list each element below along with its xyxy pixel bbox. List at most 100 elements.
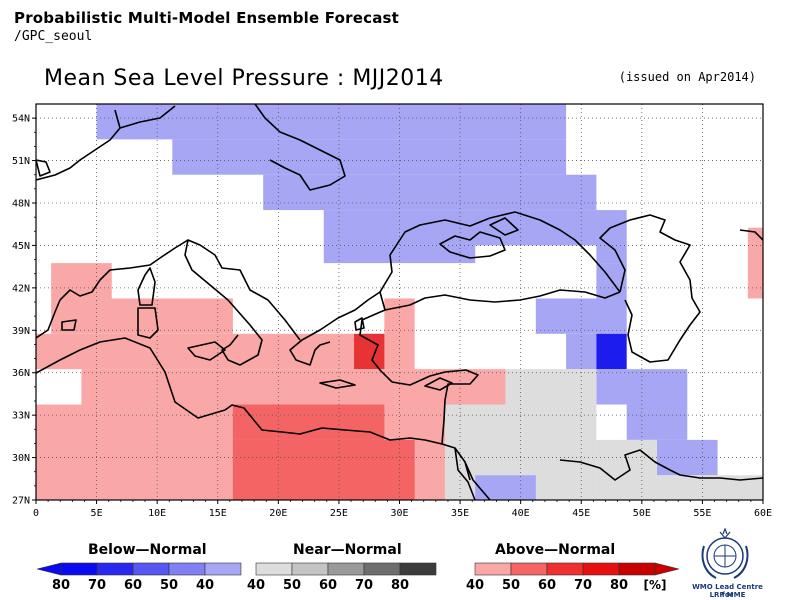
coast-black-sea	[379, 211, 621, 311]
legend-swatch	[327, 562, 365, 576]
legend-swatch	[168, 562, 206, 576]
coast-balkans-italy	[289, 291, 381, 366]
prob-cell-below-40	[323, 210, 627, 246]
prob-cell-below-80	[596, 333, 627, 370]
legend-swatch	[510, 562, 548, 576]
prob-cell-below-40	[96, 104, 567, 140]
prob-cell-below-40	[475, 475, 536, 500]
coast-crete	[319, 379, 356, 389]
lat-tick-label: 36N	[12, 368, 30, 379]
legend-swatch	[291, 562, 329, 576]
lat-tick-label: 54N	[12, 114, 30, 125]
lon-tick-label: 15E	[209, 508, 227, 519]
lon-tick-label: 50E	[633, 508, 651, 519]
legend-above-normal-bar: 40 50 60 70 80 [%]	[466, 562, 680, 593]
legend-tick-label: 70	[355, 578, 373, 593]
lon-tick-label: 35E	[451, 508, 469, 519]
legend-swatch	[204, 562, 242, 576]
legend-tick-label: 70	[574, 578, 592, 593]
latitude-labels: 27N 30N 33N 36N 39N 42N 45N 48N 51N 54N	[12, 114, 30, 507]
lat-tick-label: 48N	[12, 199, 30, 210]
lat-tick-label: 51N	[12, 156, 30, 167]
legend-tick-label: 60	[124, 578, 142, 593]
coast-corsica	[137, 267, 156, 306]
legend-swatch	[546, 562, 584, 576]
legend-tick-label: 50	[283, 578, 301, 593]
coast-caspian	[599, 214, 701, 363]
legend-swatch	[255, 562, 293, 576]
prob-cell-below-40	[656, 439, 718, 476]
prob-cell-above-50	[232, 404, 385, 440]
legend-tick-label: 50	[502, 578, 520, 593]
legend-tick-label: 40	[196, 578, 214, 593]
prob-cell-near	[505, 369, 597, 405]
axis-ticks	[32, 117, 764, 504]
lon-tick-label: 10E	[148, 508, 166, 519]
coast-baltic	[254, 104, 346, 191]
legend-arrow	[36, 562, 62, 576]
legend-tick-label: 60	[538, 578, 556, 593]
legend-swatch	[60, 562, 98, 576]
coast-anatolia	[359, 289, 621, 383]
legend-below-normal-bar: 80 70 60 50 40	[36, 562, 242, 593]
coast-crimea	[439, 231, 506, 259]
prob-cell-below-40	[566, 333, 597, 370]
map-title: Mean Sea Level Pressure : MJJ2014	[44, 66, 444, 91]
prob-cell-below-40	[626, 404, 688, 440]
coast-baltic-north	[119, 105, 176, 129]
legend-swatch	[474, 562, 512, 576]
prob-cell-above-50	[232, 439, 415, 500]
coast-cyprus	[424, 377, 453, 391]
legend-swatch	[582, 562, 620, 576]
coast-red-sea	[454, 447, 476, 500]
lat-tick-label: 39N	[12, 326, 30, 337]
legend-tick-label: 80	[391, 578, 409, 593]
legend-near-normal-bar: 40 50 60 70 80	[247, 562, 437, 593]
coast-italy-west	[59, 239, 189, 301]
legend-unit-label: [%]	[644, 578, 667, 592]
lat-tick-label: 33N	[12, 411, 30, 422]
legend-tick-label: 60	[319, 578, 337, 593]
prob-cell-below-40	[596, 369, 688, 405]
logo-caption-line1: WMO Lead Centre for	[692, 583, 763, 599]
prob-cell-near	[596, 439, 657, 500]
issued-date: (issued on Apr2014)	[618, 70, 756, 84]
lon-tick-label: 30E	[390, 508, 408, 519]
lat-tick-label: 42N	[12, 283, 30, 294]
legend-below-title: Below—Normal	[88, 542, 207, 558]
prob-cell-above-40	[51, 298, 233, 334]
coast-aegean-island	[354, 317, 365, 331]
probability-cells	[36, 104, 763, 500]
coast-cornwall	[36, 159, 51, 177]
prob-cell-below-40	[323, 245, 476, 264]
coast-iberia-africa	[36, 337, 491, 500]
legend-swatch	[132, 562, 170, 576]
lon-tick-label: 0	[33, 508, 39, 519]
forecast-centre-label: /GPC_seoul	[14, 29, 93, 44]
legend-swatch	[618, 562, 656, 576]
prob-cell-above-40	[384, 298, 415, 370]
coast-sicily	[187, 341, 226, 361]
prob-cell-above-40	[36, 333, 385, 370]
lat-tick-label: 30N	[12, 453, 30, 464]
lat-tick-label: 45N	[12, 241, 30, 252]
coast-adriatic	[184, 239, 301, 366]
legend-tick-label: 50	[160, 578, 178, 593]
legend-swatch	[96, 562, 134, 576]
coast-france-spain	[36, 299, 61, 339]
legend-tick-label: 40	[466, 578, 484, 593]
coast-sardinia	[137, 307, 159, 339]
lon-tick-label: 40E	[512, 508, 530, 519]
lon-tick-label: 20E	[269, 508, 287, 519]
prob-cell-above-40	[81, 369, 506, 405]
lat-tick-label: 27N	[12, 496, 30, 507]
coastlines	[36, 104, 763, 500]
coast-aral	[739, 229, 763, 241]
legend-near-title: Near—Normal	[293, 542, 402, 558]
prob-cell-below-40	[263, 174, 597, 211]
coast-balearic	[61, 319, 77, 331]
longitude-labels: 0 5E 10E 15E 20E 25E 30E 35E 40E 45E 50E 55E 60E	[33, 508, 772, 519]
legend-tick-label: 80	[52, 578, 70, 593]
legend-above-title: Above—Normal	[495, 542, 616, 558]
